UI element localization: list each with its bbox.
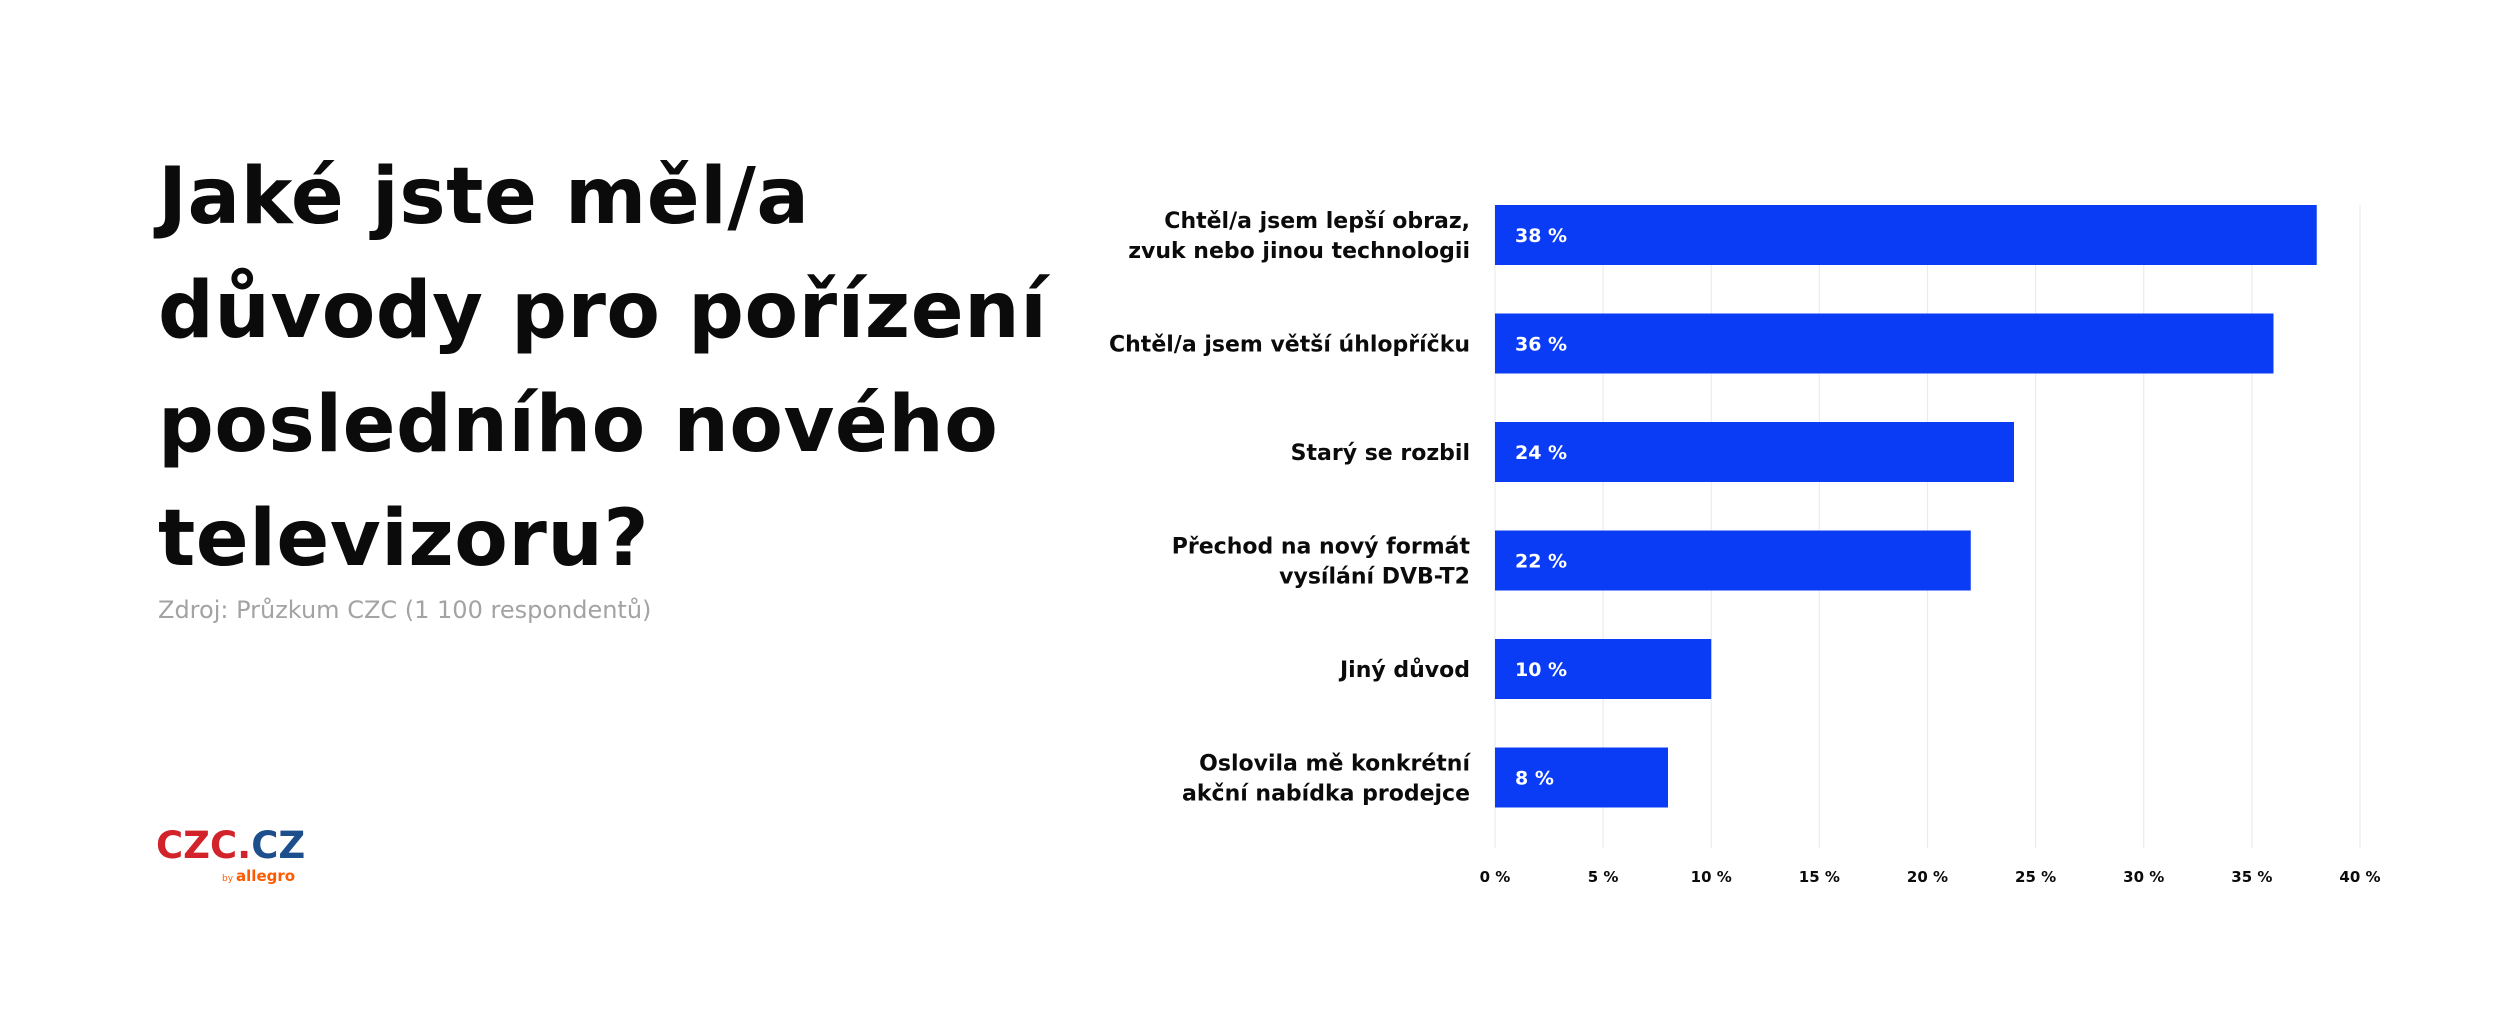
bar bbox=[1495, 313, 2274, 374]
title-line: televizoru? bbox=[158, 494, 650, 584]
bar-value-label: 22 % bbox=[1515, 551, 1567, 573]
chart-title: Jaké jste měl/a důvody pro pořízení posl… bbox=[158, 140, 1098, 596]
x-tick-label: 20 % bbox=[1907, 868, 1948, 886]
bar bbox=[1495, 639, 1712, 699]
category-label: Přechod na nový formát vysílání DVB-T2 bbox=[1172, 535, 1471, 590]
x-tick-label: 15 % bbox=[1799, 868, 1840, 886]
title-line: posledního nového bbox=[158, 380, 999, 470]
x-tick-label: 40 % bbox=[2339, 868, 2380, 886]
title-line: Jaké jste měl/a bbox=[158, 152, 810, 242]
category-label: Chtěl/a jsem větší úhlopříčku bbox=[1109, 333, 1470, 358]
source-note: Zdroj: Průzkum CZC (1 100 respondentů) bbox=[158, 596, 652, 624]
category-label: Chtěl/a jsem lepší obraz, zvuk nebo jinou… bbox=[1128, 209, 1470, 264]
bar-value-label: 10 % bbox=[1515, 659, 1567, 681]
x-tick-label: 5 % bbox=[1588, 868, 1619, 886]
bar-value-label: 8 % bbox=[1515, 768, 1554, 790]
logo-byline: by allegro bbox=[222, 867, 296, 885]
bar-value-label: 36 % bbox=[1515, 334, 1567, 356]
x-tick-label: 35 % bbox=[2231, 868, 2272, 886]
category-label: Jiný důvod bbox=[1338, 658, 1470, 683]
logo-wordmark: CZC.CZ bbox=[156, 824, 306, 867]
bar bbox=[1495, 747, 1668, 808]
bar bbox=[1495, 422, 2014, 482]
bar-value-label: 38 % bbox=[1515, 225, 1567, 247]
bar bbox=[1495, 530, 1971, 591]
bar-value-label: 24 % bbox=[1515, 442, 1567, 464]
title-line: důvody pro pořízení bbox=[158, 266, 1048, 356]
x-tick-label: 30 % bbox=[2123, 868, 2164, 886]
x-tick-label: 25 % bbox=[2015, 868, 2056, 886]
czc-logo: CZC.CZ by allegro bbox=[156, 826, 316, 886]
x-tick-label: 0 % bbox=[1480, 868, 1511, 886]
x-tick-label: 10 % bbox=[1691, 868, 1732, 886]
bar bbox=[1495, 205, 2317, 265]
category-label: Starý se rozbil bbox=[1291, 441, 1470, 466]
category-label: Oslovila mě konkrétní akční nabídka prode… bbox=[1182, 752, 1471, 807]
